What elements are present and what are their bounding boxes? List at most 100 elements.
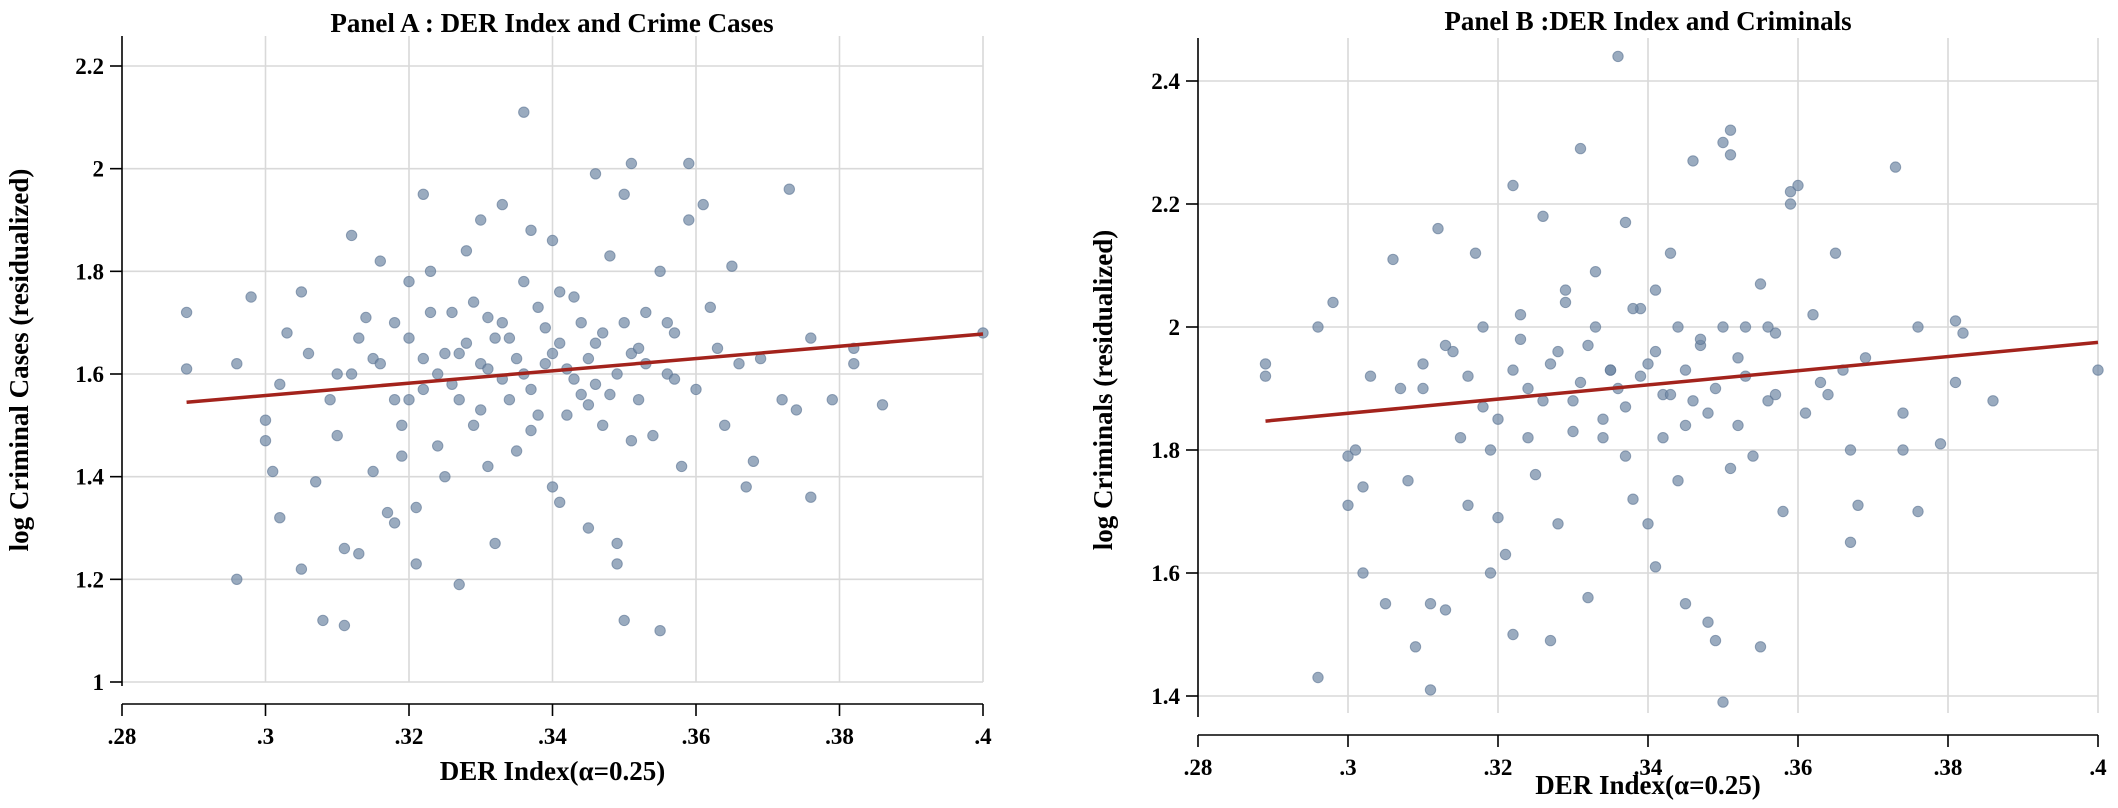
data-point — [1807, 309, 1819, 321]
data-point — [539, 358, 551, 370]
data-point — [1567, 425, 1579, 438]
data-point — [410, 558, 422, 570]
data-point — [496, 317, 508, 329]
data-point — [1537, 210, 1549, 223]
data-point — [518, 275, 530, 288]
data-point — [1709, 382, 1722, 395]
y-tick-label: 1.6 — [75, 362, 104, 387]
data-point — [1439, 339, 1452, 352]
data-point — [180, 363, 193, 375]
y-tick-label: 2.2 — [75, 54, 104, 79]
data-point — [388, 517, 401, 529]
data-point — [1649, 345, 1662, 358]
data-point — [1702, 616, 1714, 628]
data-point — [381, 506, 394, 519]
data-point — [345, 229, 358, 242]
data-point — [1859, 352, 1872, 364]
data-point — [1492, 511, 1504, 524]
data-point — [1469, 247, 1482, 259]
data-point — [302, 347, 315, 360]
data-point — [295, 286, 308, 298]
data-point — [1537, 395, 1549, 407]
data-point — [1544, 358, 1557, 370]
data-point — [245, 291, 257, 303]
data-point — [1747, 450, 1759, 462]
data-point — [353, 332, 365, 344]
data-point — [475, 404, 487, 416]
data-point — [482, 311, 494, 324]
data-point — [711, 342, 724, 354]
data-point — [1567, 395, 1579, 407]
data-point — [1394, 382, 1407, 395]
data-point — [1582, 591, 1594, 604]
data-point — [1717, 696, 1729, 708]
data-point — [604, 250, 616, 262]
data-point — [1912, 505, 1924, 518]
data-point — [618, 317, 630, 329]
data-point — [274, 378, 286, 390]
data-point — [790, 404, 803, 416]
data-point — [1717, 321, 1729, 333]
x-tick-label: .3 — [257, 724, 274, 749]
data-point — [654, 625, 666, 637]
data-point — [482, 363, 494, 375]
data-point — [546, 347, 559, 360]
data-point — [1799, 407, 1812, 419]
data-point — [683, 214, 695, 226]
data-point — [489, 332, 501, 344]
data-point — [331, 368, 343, 380]
x-tick-label: .3 — [1339, 755, 1356, 780]
data-point — [1424, 598, 1437, 610]
data-point — [360, 311, 372, 324]
data-point — [640, 306, 652, 319]
x-axis-label: DER Index(α=0.25) — [1535, 770, 1760, 800]
data-point — [259, 435, 272, 447]
data-point — [733, 358, 745, 370]
data-point — [1724, 124, 1737, 136]
data-point — [575, 388, 587, 401]
data-point — [1514, 333, 1527, 345]
data-point — [424, 265, 437, 277]
data-point — [625, 157, 638, 170]
data-point — [1957, 327, 1969, 339]
data-point — [647, 429, 659, 442]
data-point — [1552, 345, 1564, 358]
x-tick-label: .4 — [2089, 755, 2107, 780]
data-point — [1559, 284, 1572, 296]
data-point — [625, 435, 638, 447]
data-point — [388, 317, 401, 329]
data-point — [345, 368, 358, 380]
data-point — [510, 352, 523, 365]
data-point — [525, 424, 537, 437]
data-point — [582, 399, 595, 411]
data-point — [482, 460, 494, 473]
data-point — [388, 394, 401, 406]
data-point — [675, 460, 688, 473]
data-point — [1342, 499, 1354, 511]
data-point — [618, 188, 630, 201]
data-point — [554, 496, 566, 508]
data-point — [1792, 179, 1804, 192]
y-tick-label: 1 — [93, 670, 105, 695]
data-point — [1507, 364, 1519, 376]
data-point — [1462, 499, 1474, 511]
data-point — [460, 337, 473, 349]
y-tick-label: 2 — [93, 157, 105, 182]
data-point — [1642, 358, 1654, 370]
panel-a: 1 1.2 1.4 1.6 1.8 2 2.2 .28 .3 .32 .34 .36 .38 .4 Pane… — [4, 8, 992, 786]
data-point — [417, 352, 429, 365]
data-point — [503, 394, 516, 406]
data-point — [1657, 432, 1669, 444]
data-point — [1327, 296, 1339, 309]
data-point — [1312, 671, 1324, 684]
data-point — [417, 188, 429, 201]
data-point — [1439, 604, 1452, 616]
data-point — [719, 419, 731, 431]
data-point — [1732, 352, 1744, 364]
y-tick-label: 1.4 — [1151, 684, 1180, 709]
data-point — [310, 476, 322, 488]
data-point — [417, 383, 429, 396]
data-point — [776, 394, 788, 406]
data-point — [1432, 222, 1444, 235]
data-point — [1514, 309, 1527, 321]
